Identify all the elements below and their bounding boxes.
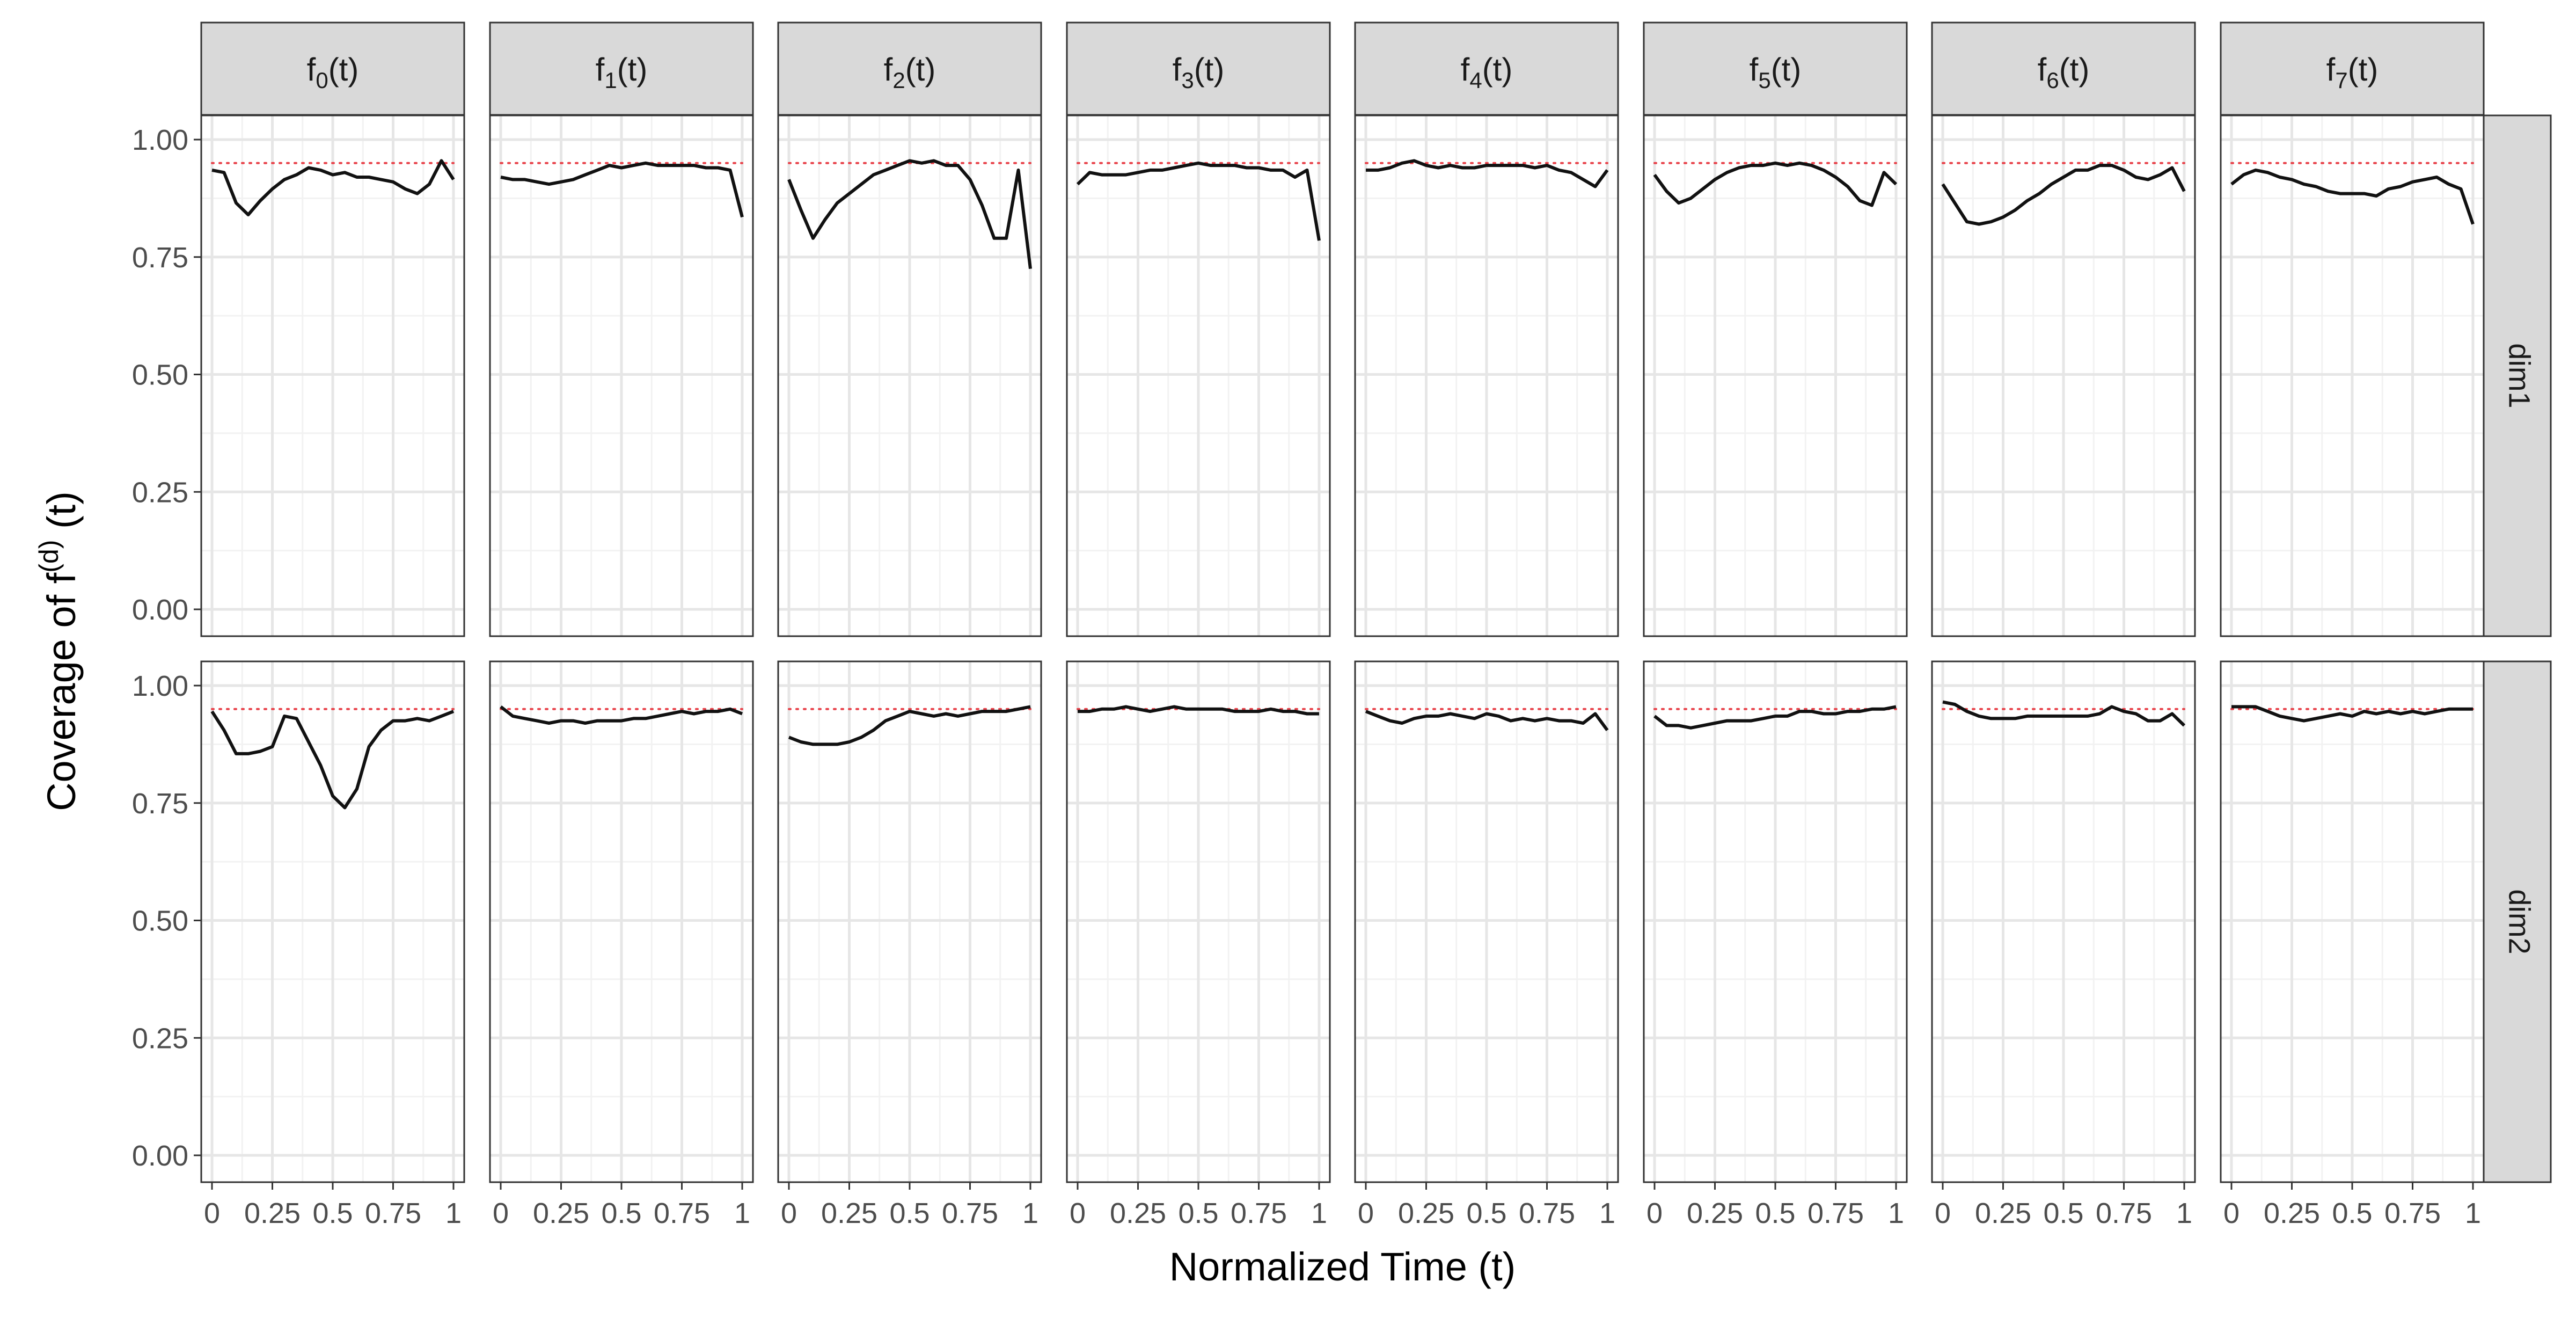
x-tick-label: 0.75 <box>1519 1197 1575 1229</box>
column-strip-label: f6(t) <box>2038 52 2090 93</box>
column-strip-label: f4(t) <box>1461 52 1513 93</box>
column-strip-label: f0(t) <box>307 52 359 93</box>
x-tick-label: 0.5 <box>889 1197 930 1229</box>
column-strip-label: f2(t) <box>884 52 936 93</box>
series-line-dim1-col5 <box>1653 161 1898 207</box>
column-strip <box>200 21 465 116</box>
column-strip <box>777 21 1042 116</box>
column-strip <box>1643 21 1908 116</box>
x-tick-label: 0.25 <box>533 1197 589 1229</box>
series-line-dim2-col1 <box>500 705 743 725</box>
series-line-dim1-col0 <box>211 159 455 216</box>
y-tick-label: 0.25 <box>132 476 188 508</box>
x-tick-label: 0.75 <box>654 1197 710 1229</box>
x-tick-label: 0.25 <box>821 1197 877 1229</box>
y-tick-label: 0.50 <box>132 905 188 937</box>
column-strip-label: f7(t) <box>2326 52 2379 93</box>
series-line-dim2-col7 <box>2231 705 2473 723</box>
x-tick-label: 0.5 <box>1755 1197 1795 1229</box>
y-tick-label: 0.50 <box>132 359 188 391</box>
x-tick-label: 0.75 <box>2384 1197 2441 1229</box>
x-tick-label: 0 <box>1070 1197 1086 1229</box>
row-strip <box>2483 660 2552 1183</box>
x-tick-label: 0.5 <box>2332 1197 2372 1229</box>
x-tick-label: 0.25 <box>1398 1197 1454 1229</box>
x-tick-label: 0.75 <box>2096 1197 2152 1229</box>
x-tick-label: 0.25 <box>244 1197 301 1229</box>
row-strip-label: dim1 <box>2503 343 2537 408</box>
column-strip-label: f5(t) <box>1750 52 1802 93</box>
column-strip <box>2220 21 2485 116</box>
column-strip-label: f1(t) <box>596 52 648 93</box>
y-tick-label: 0.25 <box>132 1022 188 1054</box>
x-tick-label: 0.75 <box>365 1197 421 1229</box>
x-tick-label: 0.75 <box>942 1197 998 1229</box>
x-tick-label: 0.75 <box>1231 1197 1287 1229</box>
x-tick-label: 0.25 <box>1687 1197 1743 1229</box>
series-line-dim2-col6 <box>1942 700 2186 727</box>
y-tick-label: 0.75 <box>132 242 188 274</box>
x-tick-label: 0 <box>493 1197 509 1229</box>
series-line-dim2-col3 <box>1078 705 1319 716</box>
x-tick-label: 0.5 <box>312 1197 353 1229</box>
x-tick-label: 0.25 <box>1110 1197 1166 1229</box>
x-axis-title: Normalized Time (t) <box>1169 1244 1516 1289</box>
row-strip <box>2483 114 2552 637</box>
row-strip-label: dim2 <box>2503 889 2537 954</box>
x-tick-label: 1 <box>1599 1197 1615 1229</box>
series-line-dim1-col3 <box>1076 161 1321 241</box>
x-tick-label: 0.25 <box>2264 1197 2320 1229</box>
x-tick-label: 0.5 <box>2043 1197 2083 1229</box>
x-tick-label: 0 <box>204 1197 220 1229</box>
x-tick-label: 0 <box>781 1197 797 1229</box>
x-tick-label: 0 <box>1646 1197 1663 1229</box>
x-tick-label: 1 <box>1311 1197 1327 1229</box>
y-tick-label: 0.00 <box>132 1140 188 1172</box>
series-line-dim2-col5 <box>1653 705 1897 730</box>
x-tick-label: 1 <box>1888 1197 1904 1229</box>
x-tick-label: 1 <box>2465 1197 2481 1229</box>
series-line-dim2-col2 <box>788 705 1031 746</box>
x-tick-label: 0.75 <box>1807 1197 1864 1229</box>
x-tick-label: 0 <box>2223 1197 2240 1229</box>
x-tick-label: 0.5 <box>1178 1197 1218 1229</box>
x-tick-label: 1 <box>1022 1197 1038 1229</box>
y-tick-label: 0.75 <box>132 788 188 820</box>
series-line-dim1-col7 <box>2230 168 2475 225</box>
column-strip-label: f3(t) <box>1173 52 1225 93</box>
column-strip <box>1066 21 1331 116</box>
x-tick-label: 0 <box>1358 1197 1374 1229</box>
x-tick-label: 0.5 <box>1466 1197 1506 1229</box>
series-line-dim1-col6 <box>1941 164 2186 226</box>
column-strip <box>1354 21 1619 116</box>
x-tick-label: 1 <box>445 1197 462 1229</box>
series-line-dim1-col1 <box>500 161 744 218</box>
x-tick-label: 0.25 <box>1975 1197 2031 1229</box>
y-tick-label: 0.00 <box>132 594 188 626</box>
y-tick-label: 1.00 <box>132 124 188 156</box>
y-axis-title: Coverage of f(d) (t) <box>34 491 84 811</box>
x-tick-label: 0.5 <box>601 1197 641 1229</box>
series-line-dim1-col4 <box>1366 159 1609 188</box>
x-tick-label: 0 <box>1935 1197 1951 1229</box>
y-tick-label: 1.00 <box>132 670 188 702</box>
series-line-dim2-col4 <box>1365 710 1609 731</box>
x-tick-label: 1 <box>734 1197 750 1229</box>
column-strip <box>489 21 754 116</box>
column-strip <box>1931 21 2196 116</box>
x-tick-label: 1 <box>2176 1197 2192 1229</box>
series-line-dim2-col0 <box>210 710 455 810</box>
series-line-dim1-col2 <box>787 159 1032 269</box>
